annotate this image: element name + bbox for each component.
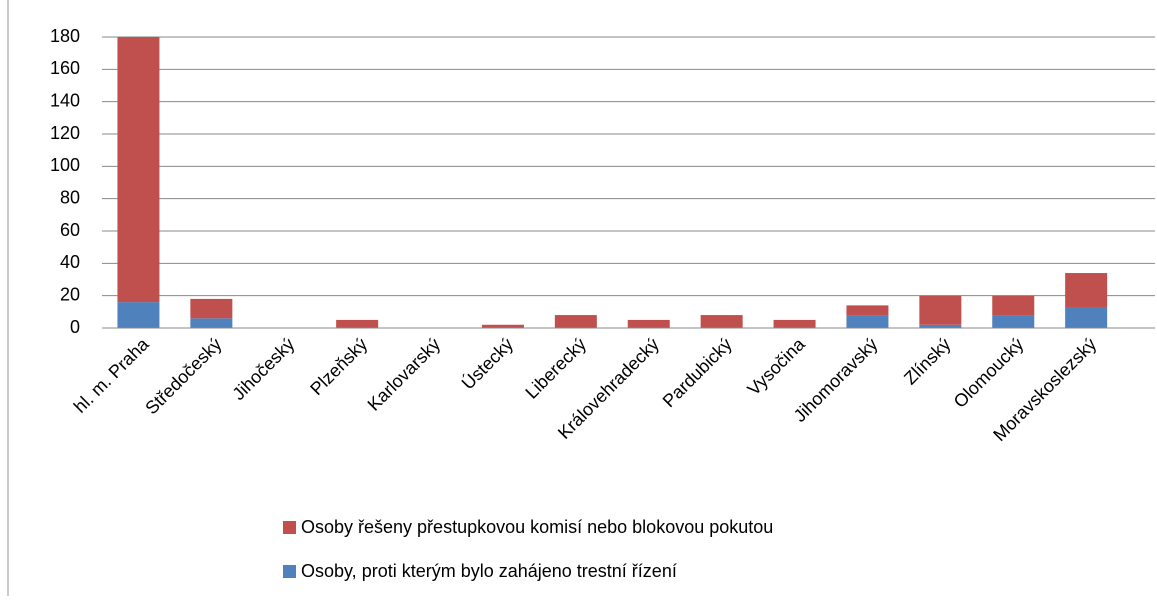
x-tick-label: Karlovarský: [364, 334, 445, 415]
y-tick-label: 40: [60, 252, 80, 272]
x-tick-label: Ústecký: [457, 333, 517, 393]
legend-swatch: [283, 565, 296, 578]
y-tick-label: 60: [60, 220, 80, 240]
bar-segment: [117, 302, 160, 328]
legend-swatch: [283, 521, 296, 534]
y-tick-label: 180: [50, 26, 80, 46]
bar-segment: [919, 295, 962, 325]
bar-segment: [992, 295, 1035, 316]
bar-segment: [700, 315, 743, 328]
y-tick-label: 80: [60, 187, 80, 207]
x-tick-label: Liberecký: [521, 334, 590, 403]
x-tick-label: Pardubický: [659, 334, 736, 411]
y-tick-label: 0: [70, 317, 80, 337]
bar-segment: [846, 315, 889, 328]
x-tick-label: Jihočeský: [228, 334, 298, 404]
bar-segment: [481, 324, 524, 328]
x-tick-label: Zlínský: [900, 334, 954, 388]
x-tick-label: Středočeský: [141, 334, 225, 418]
bar-segment: [117, 37, 160, 303]
legend-label: Osoby řešeny přestupkovou komisí nebo bl…: [301, 517, 773, 537]
bar-segment: [554, 315, 597, 328]
bar-segment: [1065, 273, 1108, 307]
bar-segment: [846, 305, 889, 316]
bar-segment: [627, 319, 670, 328]
y-tick-label: 120: [50, 123, 80, 143]
x-tick-label: Olomoucký: [950, 334, 1028, 412]
y-tick-label: 20: [60, 284, 80, 304]
bar-segment: [190, 298, 233, 319]
bar-segment: [773, 319, 816, 328]
legend-label: Osoby, proti kterým bylo zahájeno trestn…: [301, 561, 677, 581]
bar-segment: [992, 315, 1035, 328]
y-tick-label: 140: [50, 90, 80, 110]
y-tick-label: 100: [50, 155, 80, 175]
x-tick-label: Vysočina: [743, 333, 809, 399]
bar-segment: [336, 319, 379, 328]
bar-segment: [1065, 306, 1108, 328]
bar-segment: [919, 324, 962, 328]
x-tick-label: Plzeňský: [306, 334, 371, 399]
bar-segment: [190, 318, 233, 328]
y-tick-label: 160: [50, 58, 80, 78]
